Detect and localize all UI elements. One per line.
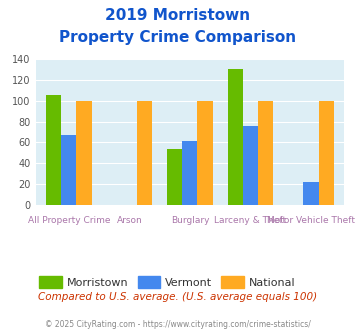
Text: Motor Vehicle Theft: Motor Vehicle Theft bbox=[267, 216, 355, 225]
Text: Burglary: Burglary bbox=[171, 216, 209, 225]
Bar bbox=[61, 135, 76, 205]
Text: All Property Crime: All Property Crime bbox=[28, 216, 110, 225]
Bar bbox=[182, 141, 197, 205]
Bar bbox=[319, 101, 334, 205]
Bar bbox=[197, 101, 213, 205]
Text: © 2025 CityRating.com - https://www.cityrating.com/crime-statistics/: © 2025 CityRating.com - https://www.city… bbox=[45, 320, 310, 329]
Bar bbox=[228, 69, 243, 205]
Text: Compared to U.S. average. (U.S. average equals 100): Compared to U.S. average. (U.S. average … bbox=[38, 292, 317, 302]
Bar bbox=[137, 101, 152, 205]
Bar bbox=[258, 101, 273, 205]
Text: Arson: Arson bbox=[116, 216, 142, 225]
Bar bbox=[243, 126, 258, 205]
Bar bbox=[167, 148, 182, 205]
Legend: Morristown, Vermont, National: Morristown, Vermont, National bbox=[35, 271, 300, 293]
Text: Property Crime Comparison: Property Crime Comparison bbox=[59, 30, 296, 45]
Bar bbox=[46, 95, 61, 205]
Bar bbox=[76, 101, 92, 205]
Text: 2019 Morristown: 2019 Morristown bbox=[105, 8, 250, 23]
Text: Larceny & Theft: Larceny & Theft bbox=[214, 216, 286, 225]
Bar bbox=[304, 182, 319, 205]
